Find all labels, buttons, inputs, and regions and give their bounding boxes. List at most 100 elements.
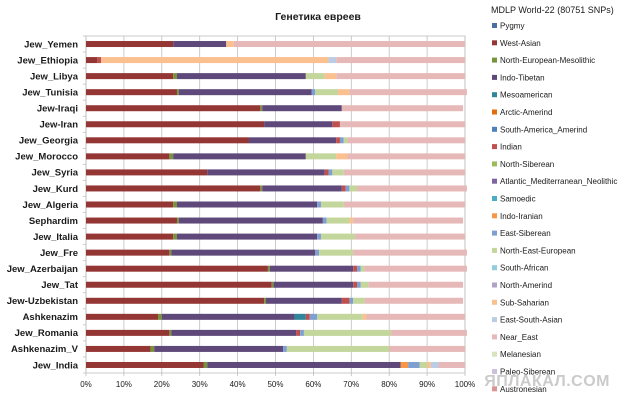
bar-segment-near-east: [353, 249, 467, 256]
legend-swatch: [492, 178, 497, 184]
bar-segment-north-east-european: [320, 201, 344, 208]
legend-entry: North-Siberean: [500, 160, 554, 169]
category-label: Jew_Azerbaijan: [7, 264, 78, 275]
bar-segment-indian: [341, 185, 346, 192]
bar-segment-indo-tibetan: [269, 265, 354, 272]
bar-segment-north-east-european: [419, 361, 428, 368]
legend-swatch: [492, 109, 497, 115]
bar-segment-north-european-mesolithic: [158, 313, 162, 320]
bar-segment-north-east-european: [326, 217, 350, 224]
bar-segment-indo-tibetan: [178, 217, 323, 224]
bar-segment-indo-tibetan: [171, 249, 316, 256]
bar-segment-east-south-asian: [328, 57, 337, 64]
legend-entry: Indo-Tibetan: [500, 73, 545, 82]
bar-segment-north-east-european: [305, 153, 337, 160]
bar-segment-north-european-mesolithic: [150, 345, 155, 352]
bar-segment-near-east: [233, 41, 465, 48]
bar-segment-near-east: [364, 265, 467, 272]
category-label: Jew_Italia: [33, 232, 79, 243]
bar-segment-sub-saharian: [324, 73, 337, 80]
bar-segment-north-east-european: [305, 73, 325, 80]
category-label: Jew_Algeria: [23, 200, 79, 211]
legend-swatch: [492, 282, 497, 288]
bar-segment-west-asian: [86, 345, 151, 352]
bar-segment-west-asian: [86, 105, 261, 112]
x-tick-label: 20%: [154, 380, 170, 389]
bar-segment-near-east: [336, 57, 465, 64]
bar-segment-indo-tibetan: [178, 89, 312, 96]
bar-segment-near-east: [347, 153, 465, 160]
bar-segment-indo-tibetan: [173, 153, 306, 160]
bar-segment-west-asian: [86, 265, 268, 272]
bar-segment-indo-tibetan: [161, 313, 295, 320]
bar-segment-indian: [332, 121, 340, 128]
bar-segment-north-european-mesolithic: [260, 185, 263, 192]
category-label: Jew_Morocco: [15, 152, 78, 163]
legend-swatch: [492, 92, 497, 98]
bar-segment-east-siberean: [408, 361, 420, 368]
bar-segment-indo-tibetan: [154, 345, 284, 352]
bar-segment-near-east: [391, 329, 467, 336]
bar-segment-sub-saharian: [427, 361, 431, 368]
bar-segment-north-east-european: [303, 329, 392, 336]
category-label: Jew_Syria: [32, 168, 79, 179]
legend-swatch: [492, 196, 497, 201]
x-tick-label: 50%: [267, 380, 283, 389]
bar-segment-sub-saharian: [101, 57, 329, 64]
bar-segment-indo-tibetan: [207, 169, 325, 176]
legend-entry: Indo-Iranian: [500, 212, 543, 221]
legend-swatch: [492, 230, 497, 236]
bar-segment-north-east-european: [319, 249, 354, 256]
bar-segment-indian: [341, 297, 350, 304]
bar-segment-west-asian: [86, 233, 174, 240]
x-tick-label: 100%: [455, 380, 475, 389]
bar-segment-east-siberean: [339, 137, 344, 144]
bar-segment-near-east: [343, 201, 465, 208]
bar-segment-near-east: [343, 169, 465, 176]
legend-entry: South-America_Amerind: [500, 125, 587, 134]
bar-segment-north-east-european: [349, 185, 357, 192]
category-label: Ashkenazim_V: [11, 344, 79, 355]
bar-segment-mesoamerican: [294, 313, 306, 320]
legend-swatch: [492, 351, 497, 357]
bar-segment-near-east: [336, 73, 465, 80]
legend-entry: Samoedic: [500, 195, 536, 204]
bar-segment-east-siberean: [356, 265, 361, 272]
bar-segment-near-east: [349, 89, 467, 96]
legend-swatch: [492, 74, 497, 80]
bar-segment-near-east: [389, 345, 465, 352]
bar-segment-indo-tibetan: [171, 329, 297, 336]
x-tick-label: 10%: [116, 380, 132, 389]
bar-segment-indo-tibetan: [273, 281, 354, 288]
category-label: Jew_Tunisia: [22, 87, 79, 98]
category-label: Jew_Ethiopia: [17, 55, 78, 66]
bar-segment-east-south-asian: [430, 361, 439, 368]
bar-segment-north-european-mesolithic: [176, 217, 179, 224]
bar-segment-indo-tibetan: [176, 201, 318, 208]
bar-segment-near-east: [339, 121, 465, 128]
bar-segment-east-siberean: [328, 169, 333, 176]
bar-segment-west-asian: [86, 249, 170, 256]
legend-swatch: [492, 247, 497, 253]
legend-entry: Indian: [500, 143, 522, 152]
bar-segment-north-east-european: [360, 281, 369, 288]
bar-segment-near-east: [368, 281, 464, 288]
bar-segment-east-siberean: [315, 249, 320, 256]
bar-segment-indo-tibetan: [176, 73, 306, 80]
legend-swatch: [492, 369, 497, 374]
bar-segment-west-asian: [86, 153, 170, 160]
bar-segment-north-european-mesolithic: [169, 329, 172, 336]
legend-entry: West-Asian: [500, 39, 541, 48]
bar-segment-indo-tibetan: [176, 233, 318, 240]
bar-segment-north-east-european: [317, 313, 363, 320]
watermark: ЯПЛАКАЛ.COM: [484, 373, 610, 390]
bar-segment-west-asian: [86, 57, 98, 64]
legend-entry: Austronesian: [500, 385, 547, 394]
bar-segment-north-european-mesolithic: [267, 265, 270, 272]
bar-segment-sub-saharian: [336, 153, 348, 160]
bar-segment-indo-tibetan: [264, 121, 333, 128]
bar-segment-north-european-mesolithic: [173, 73, 177, 80]
bar-segment-near-east: [355, 233, 465, 240]
legend-entry: Pygmy: [500, 22, 524, 31]
category-label: Jew-Iran: [39, 120, 78, 131]
